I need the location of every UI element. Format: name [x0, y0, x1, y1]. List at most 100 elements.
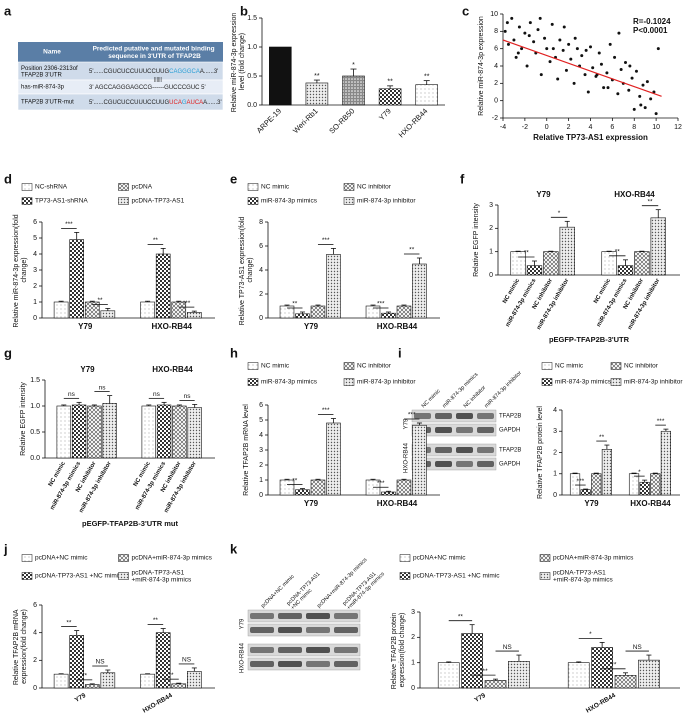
bar	[155, 632, 171, 689]
significance: ***	[322, 407, 330, 414]
sequence-part: AUCA	[187, 100, 204, 106]
legend-label: NC mimic	[555, 363, 584, 370]
legend-label: pcDNA	[132, 184, 153, 191]
legend-label: pcDNA-TP73-AS1	[132, 198, 185, 205]
panel-label: c	[462, 3, 469, 18]
point	[539, 73, 543, 77]
point	[558, 38, 562, 42]
band	[414, 413, 431, 419]
legend-label: pcDNA+NC mimic	[413, 555, 466, 562]
pairing: ||||||	[154, 77, 162, 83]
band	[278, 661, 302, 667]
point	[639, 103, 643, 107]
point	[550, 22, 554, 26]
band	[250, 627, 274, 633]
significance: **	[458, 613, 464, 620]
point	[606, 86, 610, 90]
group-label: Y79	[536, 190, 551, 199]
band	[435, 427, 452, 433]
legend-label: pcDNA+miR-874-3p mimics	[132, 555, 213, 562]
bar	[102, 403, 117, 459]
point	[634, 69, 638, 73]
bar	[381, 491, 396, 496]
sequence-part: G	[182, 100, 187, 106]
lane-label: miR-874-3p mimics	[442, 372, 480, 410]
legend-swatch	[247, 378, 259, 386]
y-axis-label: Relative TFAP2B protein expression(fold …	[391, 611, 406, 689]
point	[638, 94, 642, 98]
y-axis-label: Relative TFAP2B protein level	[537, 406, 544, 499]
point	[656, 47, 660, 51]
lane-label: NC mimic	[421, 388, 442, 409]
point	[645, 80, 649, 84]
bar-label: miR-874-3p mimics	[596, 277, 629, 328]
row-label: GAPDH	[499, 428, 520, 434]
significance: ns	[99, 384, 107, 391]
band	[334, 627, 358, 633]
band	[456, 447, 473, 453]
x-tick-label: Y79	[304, 322, 319, 331]
y-tick-label: 2	[494, 80, 498, 87]
row-name: Position 2306-2313of TFAP2B 3'UTR	[21, 65, 79, 78]
bar	[187, 312, 202, 319]
bar	[543, 251, 559, 276]
legend-swatch	[247, 362, 259, 370]
bar	[326, 254, 341, 319]
bar	[396, 479, 412, 496]
y-tick-label: 1	[411, 660, 415, 667]
bar	[172, 405, 187, 459]
x-axis-label: Relative TP73-AS1 expression	[533, 133, 648, 142]
y-tick-label: 0.0	[30, 455, 40, 462]
legend-swatch	[21, 197, 33, 205]
point	[517, 25, 521, 29]
bar	[342, 75, 365, 106]
legend-label: NC mimic	[261, 363, 290, 370]
blot-strip	[247, 609, 361, 623]
bar-label: miR-874-3p inhibitor	[627, 277, 662, 331]
bar	[140, 673, 155, 689]
bar	[617, 265, 634, 276]
blot-strip	[247, 657, 361, 671]
blot-strip	[411, 443, 497, 457]
legend-swatch	[343, 197, 355, 205]
y-tick-label: 3	[489, 202, 493, 209]
sequence-part: 5'......CGUCUCCUUUCCUUG	[89, 69, 169, 75]
point	[641, 83, 645, 87]
y-tick-label: 0.5	[30, 429, 40, 436]
bar	[56, 405, 71, 459]
point	[503, 29, 507, 33]
y-axis-label: Relative miR-874-3p expression level (fo…	[231, 11, 246, 113]
significance: **	[153, 237, 159, 244]
bar	[381, 312, 396, 319]
trend-line	[502, 39, 662, 97]
point	[605, 71, 609, 75]
legend-swatch	[610, 362, 622, 370]
band	[306, 627, 330, 633]
point	[613, 55, 617, 59]
y-tick-label: 0	[259, 492, 263, 499]
y-tick-label: 3	[553, 428, 557, 435]
group-label: HXO-RB44	[152, 365, 193, 374]
point	[532, 40, 536, 44]
bar	[396, 305, 412, 319]
legend-label: miR-874-3p mimics	[261, 379, 318, 386]
significance: ***	[408, 412, 416, 419]
y-tick-label: 1	[33, 299, 37, 306]
bar-label: miR-874-3p inhibitor	[536, 277, 571, 331]
y-tick-label: 2	[553, 449, 557, 456]
legend-swatch	[541, 362, 553, 370]
y-tick-label: 2	[259, 462, 263, 469]
legend-swatch	[539, 572, 551, 580]
point	[523, 31, 527, 35]
x-tick-label: 12	[674, 124, 682, 131]
blot-strip	[247, 623, 361, 637]
x-tick-label: Weri-Rb1	[291, 106, 320, 135]
y-tick-label: 1.5	[247, 15, 257, 22]
legend-label: miR-874-3p inhibitor	[357, 379, 416, 386]
y-tick-label: 4	[494, 63, 498, 70]
bar	[601, 449, 612, 496]
y-tick-label: 1	[259, 477, 263, 484]
point	[548, 60, 552, 64]
y-tick-label: 1	[489, 249, 493, 256]
y-tick-label: 6	[33, 219, 37, 226]
